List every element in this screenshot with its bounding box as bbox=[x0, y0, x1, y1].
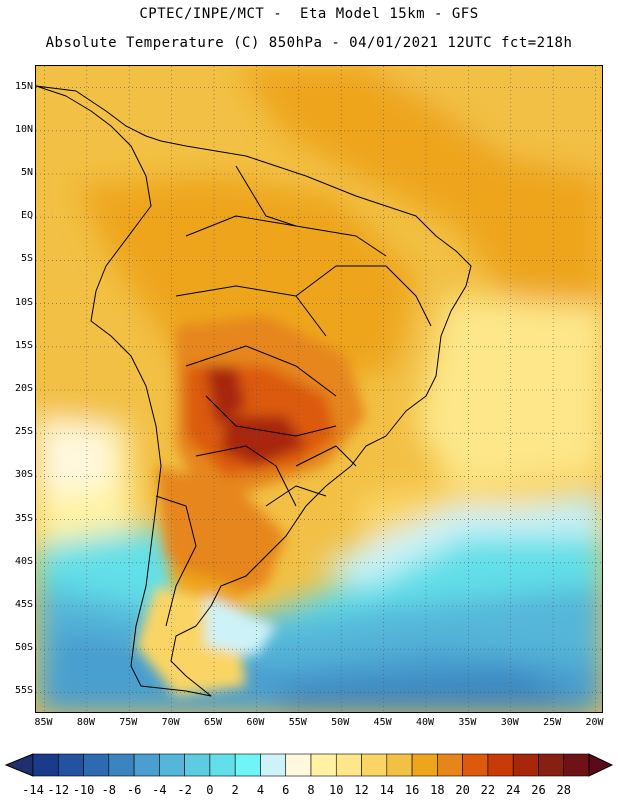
colorbar bbox=[4, 753, 614, 777]
colorbar-tick-label: 12 bbox=[354, 783, 369, 797]
lon-tick-label: 55W bbox=[288, 717, 307, 728]
colorbar-tick-label: 18 bbox=[430, 783, 445, 797]
colorbar-tick-label: -14 bbox=[22, 783, 44, 797]
colorbar-swatch bbox=[512, 753, 539, 777]
colorbar-tick-label: 26 bbox=[531, 783, 546, 797]
lat-tick-label: 55S bbox=[14, 685, 33, 697]
lat-tick-label: 5S bbox=[20, 253, 33, 265]
colorbar-swatch bbox=[310, 753, 337, 777]
colorbar-tick-label: 24 bbox=[505, 783, 521, 797]
colorbar-tick-label: 2 bbox=[231, 783, 239, 797]
colorbar-tick-label: 10 bbox=[329, 783, 344, 797]
colorbar-tick-label: -4 bbox=[152, 783, 167, 797]
lon-tick-label: 30W bbox=[500, 717, 519, 728]
colorbar-right-arrow bbox=[588, 753, 614, 777]
lat-tick-label: 10N bbox=[14, 123, 33, 135]
lat-tick-label: 40S bbox=[14, 555, 33, 567]
colorbar-swatch bbox=[437, 753, 463, 777]
colorbar-swatch bbox=[133, 753, 160, 777]
colorbar-tick-label: 14 bbox=[379, 783, 395, 797]
colorbar-swatch bbox=[108, 753, 135, 777]
colorbar-swatch bbox=[32, 753, 59, 777]
colorbar-tick-label: -2 bbox=[177, 783, 192, 797]
lon-tick-label: 80W bbox=[76, 717, 95, 728]
lat-tick-label: 30S bbox=[14, 469, 33, 481]
map-panel[interactable] bbox=[35, 65, 603, 713]
colorbar-tick-label: 22 bbox=[480, 783, 496, 797]
colorbar-tick-label: -6 bbox=[126, 783, 142, 797]
lon-tick-label: 70W bbox=[161, 717, 180, 728]
colorbar-tick-label: 8 bbox=[307, 783, 315, 797]
colorbar-swatch bbox=[209, 753, 236, 777]
temperature-field bbox=[36, 66, 602, 712]
lat-tick-label: 10S bbox=[14, 296, 33, 308]
colorbar-swatch bbox=[335, 753, 362, 777]
colorbar-swatch bbox=[563, 753, 590, 777]
colorbar-swatch bbox=[538, 753, 565, 777]
lat-tick-label: 20S bbox=[14, 383, 33, 394]
colorbar-swatch bbox=[386, 753, 413, 777]
colorbar-tick-label: -12 bbox=[47, 783, 70, 797]
coastlines-and-borders bbox=[36, 85, 472, 697]
lon-tick-label: 50W bbox=[331, 717, 350, 728]
colorbar-swatch bbox=[234, 753, 261, 777]
colorbar-tick-label: 16 bbox=[404, 783, 420, 797]
colorbar-swatch bbox=[83, 753, 110, 777]
temperature-map bbox=[36, 66, 602, 712]
lat-tick-label: 45S bbox=[14, 599, 33, 610]
lat-tick-label: 5N bbox=[20, 167, 33, 178]
lon-tick-label: 65W bbox=[203, 717, 223, 728]
lon-tick-label: 20W bbox=[585, 717, 604, 728]
lon-tick-label: 45W bbox=[373, 717, 392, 728]
colorbar-tick-label: 4 bbox=[256, 783, 265, 797]
chart-title-line-2: Absolute Temperature (C) 850hPa - 04/01/… bbox=[45, 35, 573, 51]
colorbar-left-arrow bbox=[4, 753, 34, 777]
lat-tick-label: EQ bbox=[20, 210, 33, 222]
colorbar-swatch bbox=[487, 753, 514, 777]
colorbar-tick-label: -10 bbox=[72, 783, 95, 797]
lon-tick-label: 60W bbox=[246, 717, 265, 728]
colorbar-tick-label: -8 bbox=[101, 783, 117, 797]
colorbar-tick-label: 0 bbox=[206, 783, 214, 797]
colorbar-swatch bbox=[57, 753, 84, 777]
colorbar-swatch bbox=[184, 753, 211, 777]
colorbar-swatch bbox=[159, 753, 185, 777]
lat-tick-label: 15N bbox=[14, 80, 33, 92]
lat-tick-label: 15S bbox=[14, 339, 33, 351]
map-gridlines bbox=[36, 66, 602, 712]
colorbar-tick-label: 20 bbox=[455, 783, 470, 797]
lon-tick-label: 40W bbox=[415, 717, 434, 728]
colorbar-swatch bbox=[260, 753, 287, 777]
colorbar-tick-label: 28 bbox=[556, 783, 571, 797]
lat-tick-label: 50S bbox=[14, 642, 33, 654]
colorbar-swatch bbox=[361, 753, 388, 777]
lon-tick-label: 25W bbox=[543, 717, 562, 728]
chart-title-line-1: CPTEC/INPE/MCT - Eta Model 15km - GFS bbox=[139, 6, 479, 22]
colorbar-tick-label: 6 bbox=[282, 783, 290, 797]
lon-tick-label: 85W bbox=[34, 717, 53, 728]
colorbar-swatch bbox=[462, 753, 489, 777]
lat-tick-label: 25S bbox=[14, 426, 33, 438]
colorbar-swatch bbox=[411, 753, 438, 777]
lon-tick-label: 75W bbox=[119, 717, 138, 728]
colorbar-swatch bbox=[285, 753, 312, 777]
lon-tick-label: 35W bbox=[458, 717, 477, 728]
lat-tick-label: 35S bbox=[14, 512, 33, 524]
